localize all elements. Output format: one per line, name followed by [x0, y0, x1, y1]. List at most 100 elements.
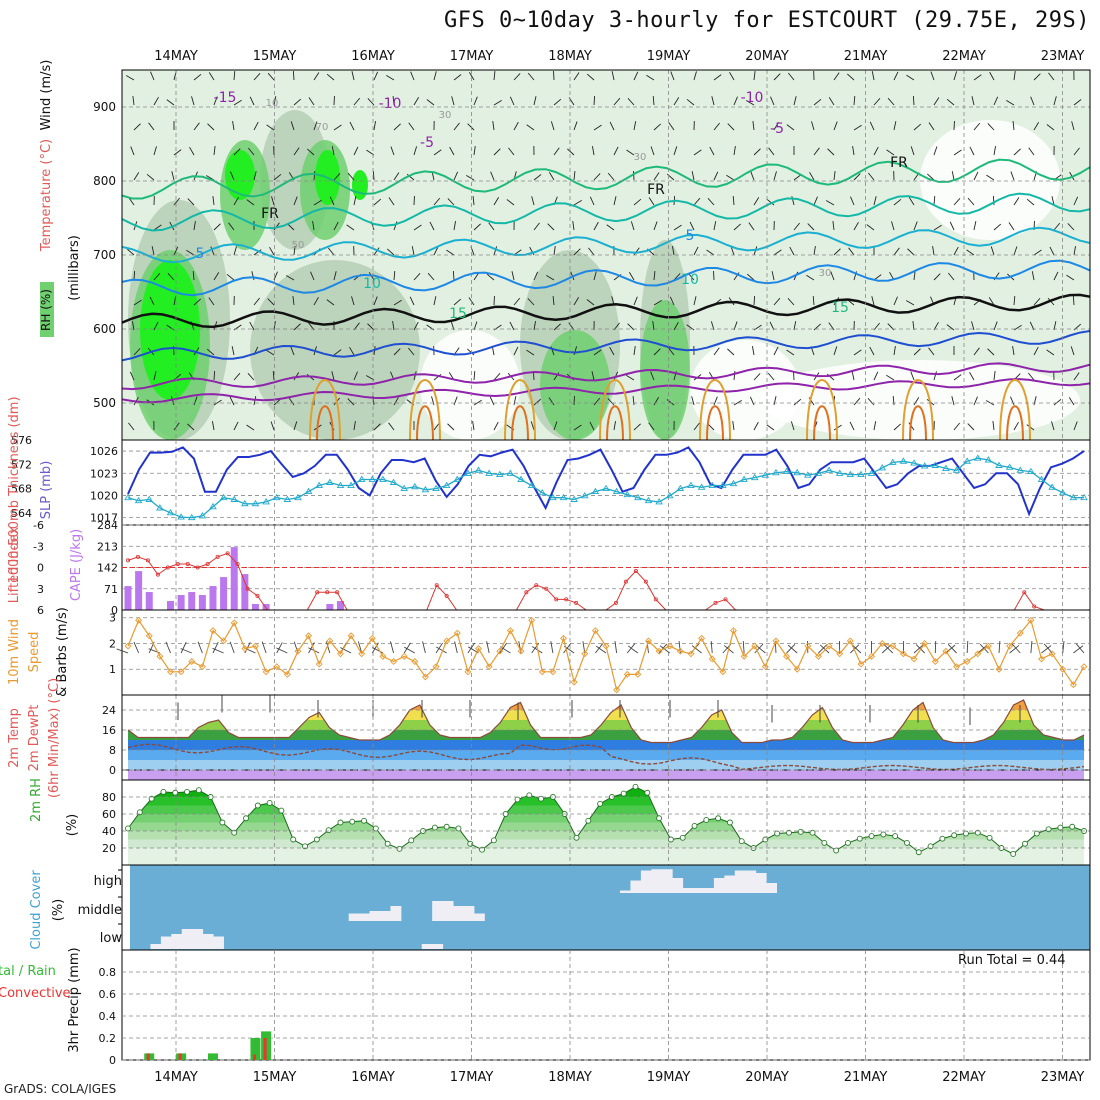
- lifted-ytick: 3: [37, 583, 44, 596]
- wind-barb: [388, 422, 395, 431]
- wind-barb: [1030, 96, 1035, 106]
- thickness-point: [198, 512, 207, 519]
- wind-speed-point: [145, 632, 153, 640]
- wind-speed-point: [538, 668, 546, 676]
- wind-barb: [933, 371, 937, 381]
- cape-bar: [336, 601, 344, 610]
- wind-barb-surface: [851, 644, 862, 654]
- wind-barb: [713, 221, 717, 231]
- thickness-point: [995, 461, 1003, 468]
- wind-barb-surface: [293, 641, 299, 654]
- cape-bar: [241, 574, 249, 610]
- cloud-cover-bar: [620, 890, 631, 893]
- wind-barb-surface: [404, 646, 416, 654]
- wind-barb: [833, 171, 836, 181]
- wind-speed-point: [368, 634, 376, 642]
- wind-barb: [749, 396, 755, 406]
- wind-barb: [473, 223, 481, 231]
- thickness-point: [835, 469, 844, 476]
- wind-speed-point: [273, 663, 281, 671]
- temp-axis-label: 2m Temp: [7, 708, 22, 768]
- wind-barb: [1073, 99, 1082, 106]
- lifted-index-point: [145, 558, 150, 563]
- warm-contour: [999, 379, 1031, 441]
- wind-barb: [572, 221, 575, 231]
- wind-barb: [827, 148, 835, 156]
- wind-barb: [933, 146, 938, 156]
- rh-shading-green: [640, 300, 690, 440]
- wind-barb: [591, 371, 595, 381]
- rh2m-point: [361, 817, 367, 824]
- wind-barb: [273, 96, 277, 106]
- wind-barb: [1051, 421, 1055, 431]
- date-label-bottom: 21MAY: [844, 1070, 888, 1085]
- isotherm-label: -15: [214, 90, 237, 106]
- wind-barb: [913, 271, 916, 281]
- lifted-index-point: [255, 593, 260, 598]
- wind-barb: [493, 148, 501, 156]
- wind-barb-surface: [133, 641, 140, 654]
- date-label-top: 18MAY: [548, 49, 592, 64]
- isotherm-line: [121, 293, 1091, 329]
- wind-speed-point: [570, 678, 578, 686]
- footer-credit: GrADS: COLA/IGES: [4, 1082, 117, 1096]
- wind-barb: [133, 123, 141, 131]
- wind-barb-surface: [742, 640, 745, 654]
- rh2m-point: [514, 796, 521, 803]
- rh2m-point: [372, 825, 379, 832]
- wind-barb: [686, 98, 695, 106]
- wind-barb: [750, 171, 755, 181]
- lifted-ytick: -6: [33, 519, 44, 532]
- thickness-point: [772, 468, 780, 476]
- wind-barb-surface: [371, 642, 379, 654]
- wind-speed-line: [127, 618, 1085, 692]
- wind-barb: [213, 223, 221, 231]
- warm-contour-inner: [606, 405, 624, 441]
- wind-barb: [1073, 147, 1080, 156]
- rh2m-point: [125, 825, 131, 832]
- wind-barb: [1073, 196, 1079, 206]
- wind-speed-point: [443, 637, 451, 645]
- warm-contour: [504, 379, 536, 441]
- wind-barb: [413, 321, 419, 331]
- wind-barb-surface: [180, 641, 187, 654]
- wind-barb: [230, 171, 235, 181]
- wind-barb: [293, 323, 301, 331]
- cape-ytick: 284: [97, 519, 118, 532]
- wind-barb: [973, 122, 981, 131]
- wind-barb: [611, 71, 615, 81]
- wind-barb: [228, 222, 235, 231]
- rh2m-ytick: 60: [102, 808, 116, 821]
- precip-ytick: 0.4: [99, 1010, 117, 1023]
- wind-barb: [453, 396, 458, 406]
- wind-barb: [973, 396, 978, 406]
- lifted-index-point: [564, 597, 569, 602]
- rh2m-point: [597, 800, 604, 807]
- slp-axis-label: SLP (mb): [39, 461, 54, 520]
- wind-barb: [653, 299, 662, 306]
- wind-barb: [1046, 349, 1055, 356]
- rh2m-band: [128, 839, 1084, 848]
- wind-barb: [953, 374, 962, 381]
- wind-barb: [967, 197, 975, 206]
- wind-barb: [653, 221, 658, 231]
- wind-barb: [710, 321, 715, 331]
- rh2m-band: [128, 797, 1084, 806]
- wind-barb: [928, 347, 935, 356]
- wind-barb: [467, 348, 475, 356]
- lifted-index-point: [633, 569, 638, 574]
- cloud-cover-bar: [473, 913, 485, 921]
- wind-barb: [567, 148, 575, 156]
- wind-barb: [1068, 397, 1075, 406]
- thickness-point: [347, 481, 355, 488]
- wind-barb: [453, 221, 457, 231]
- thickness-point: [719, 481, 727, 488]
- wind-barb: [627, 98, 635, 106]
- thickness-point: [857, 470, 865, 478]
- wind-barb: [153, 146, 157, 156]
- wind-speed-point: [868, 652, 876, 660]
- cloud-cover-bar: [703, 888, 715, 893]
- wind-barb-surface: [1075, 643, 1085, 654]
- wind-barb: [349, 121, 355, 131]
- wind-barb: [132, 96, 135, 106]
